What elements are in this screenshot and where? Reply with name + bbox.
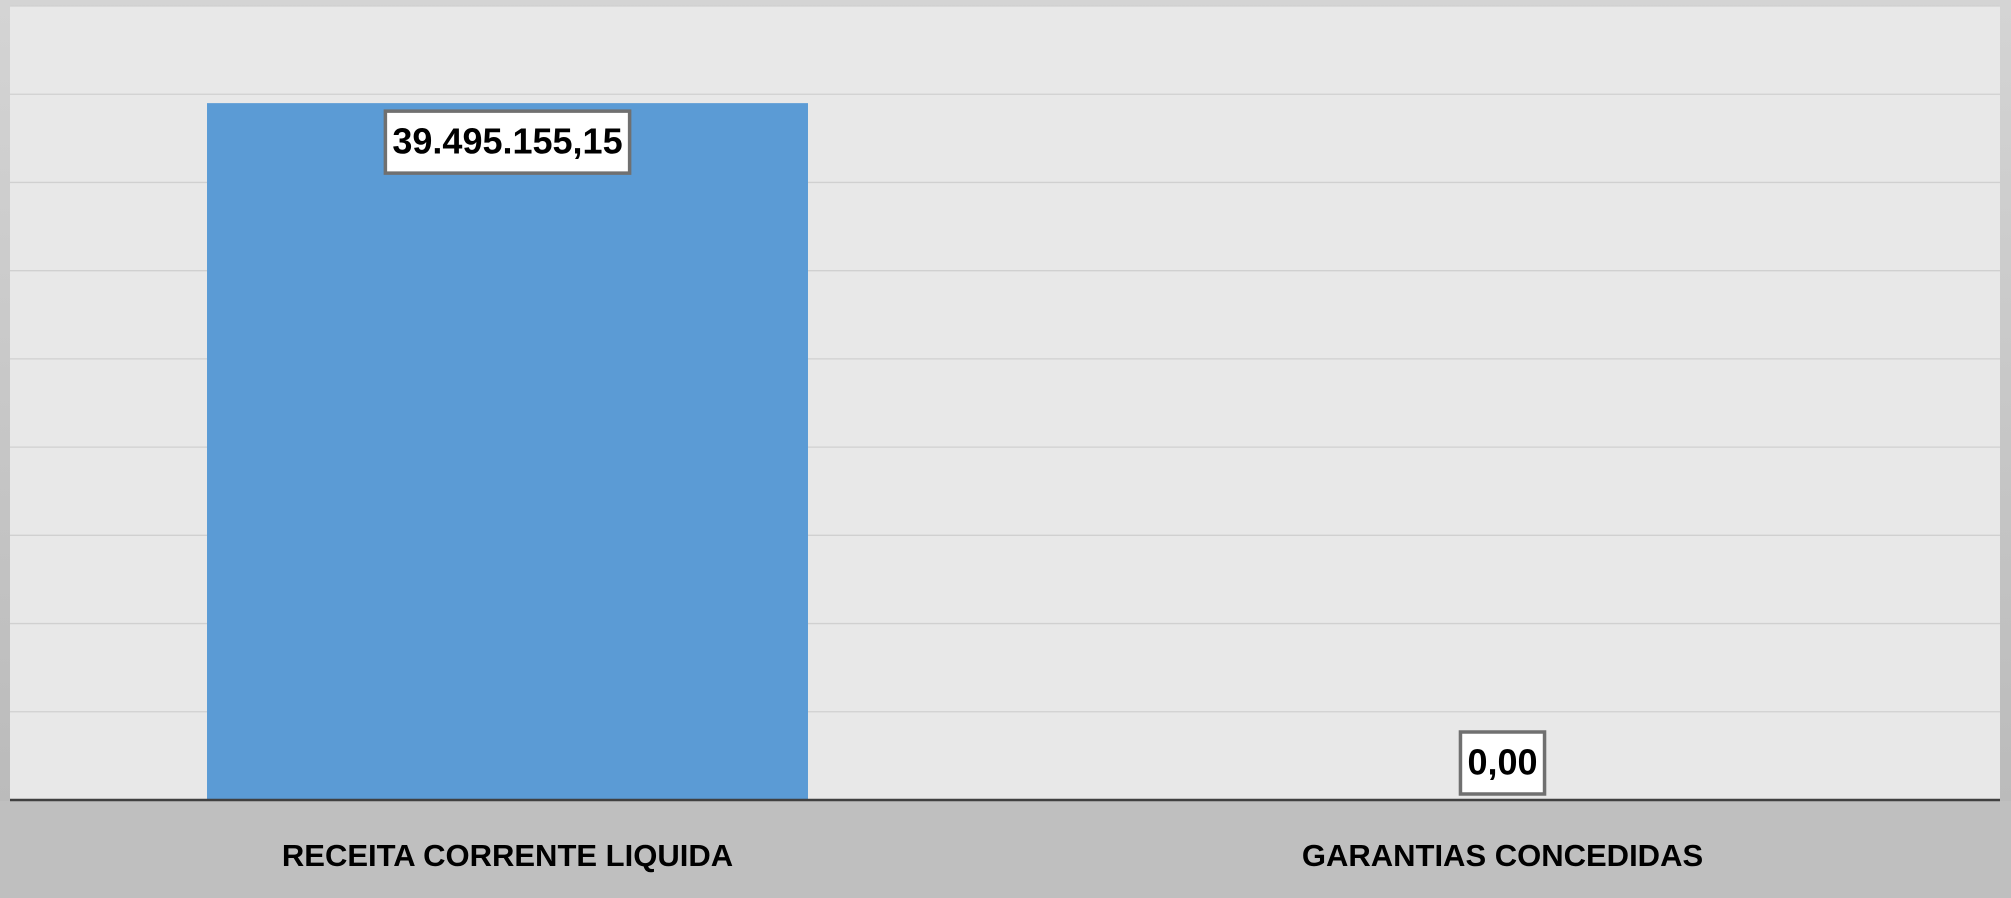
axis-band: [0, 801, 2011, 898]
data-label-box: [1458, 730, 1547, 796]
data-label-box: [383, 109, 632, 175]
x-tick-label: GARANTIAS CONCEDIDAS: [1302, 838, 1703, 873]
bar: [207, 103, 808, 800]
data-label: 0,00: [1467, 742, 1537, 783]
x-tick-label: RECEITA CORRENTE LIQUIDA: [282, 838, 733, 873]
data-label: 39.495.155,15: [392, 121, 622, 162]
